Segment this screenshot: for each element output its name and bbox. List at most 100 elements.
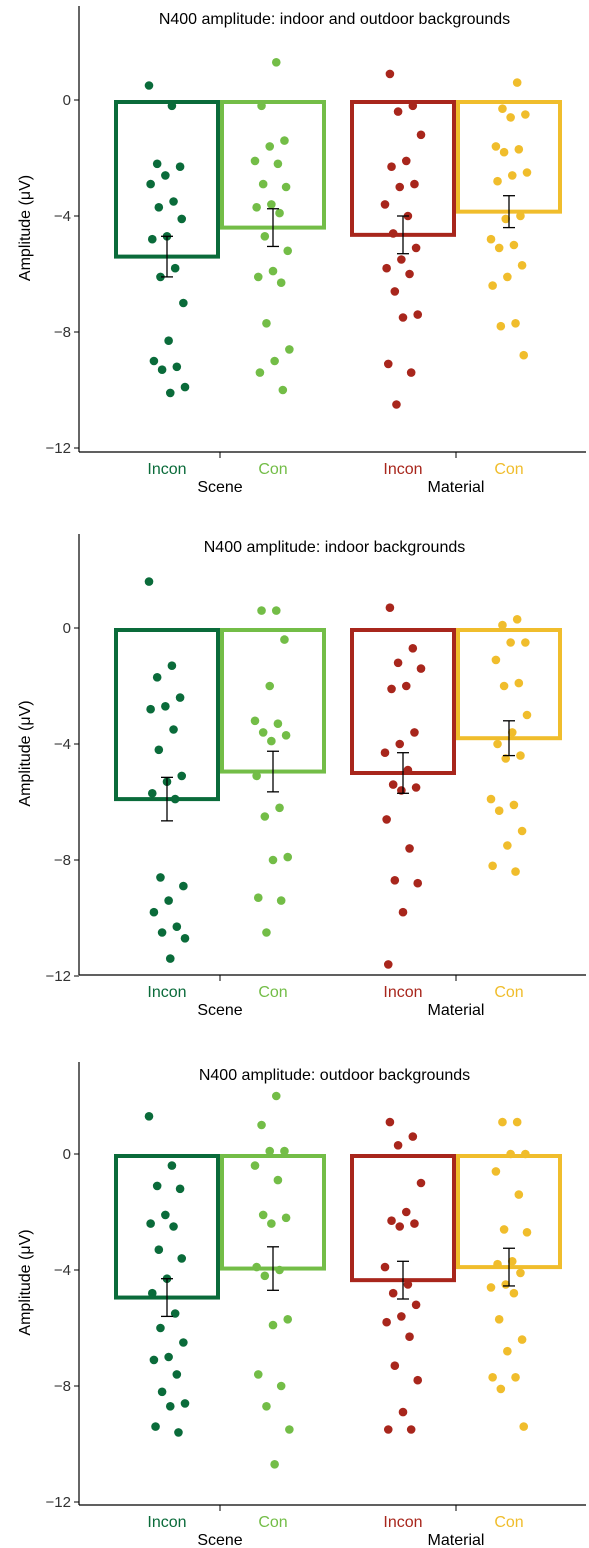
data-point bbox=[170, 794, 180, 804]
data-point bbox=[265, 1146, 275, 1156]
data-point bbox=[175, 693, 185, 702]
data-point bbox=[258, 179, 268, 189]
data-point bbox=[167, 1161, 177, 1170]
data-point bbox=[262, 1402, 271, 1411]
data-point bbox=[167, 101, 177, 111]
data-point bbox=[179, 1338, 188, 1347]
data-point bbox=[401, 156, 411, 166]
data-point bbox=[410, 1219, 419, 1228]
chart-title: N400 amplitude: outdoor backgrounds bbox=[199, 1067, 470, 1084]
data-point bbox=[252, 1262, 261, 1272]
data-point bbox=[511, 867, 520, 876]
data-point bbox=[275, 803, 284, 813]
data-point bbox=[506, 638, 515, 647]
data-point bbox=[268, 266, 278, 276]
data-point bbox=[507, 728, 517, 737]
data-point bbox=[395, 182, 405, 192]
data-point bbox=[408, 101, 418, 111]
data-point bbox=[161, 702, 170, 711]
data-point bbox=[512, 78, 522, 87]
data-point bbox=[260, 812, 270, 821]
data-point bbox=[496, 1384, 506, 1394]
data-point bbox=[260, 232, 270, 241]
data-point bbox=[410, 179, 419, 189]
data-point bbox=[258, 1210, 268, 1220]
data-point bbox=[416, 130, 426, 140]
data-point bbox=[387, 1216, 396, 1225]
data-point bbox=[172, 1370, 182, 1379]
data-point bbox=[170, 263, 180, 273]
data-point bbox=[387, 162, 396, 171]
data-point bbox=[521, 638, 530, 647]
data-point bbox=[383, 359, 393, 369]
data-point bbox=[411, 1300, 421, 1310]
bar-incon-material bbox=[350, 628, 456, 775]
data-point bbox=[149, 356, 159, 366]
data-point bbox=[408, 644, 418, 653]
data-point bbox=[157, 928, 167, 937]
data-point bbox=[281, 731, 291, 740]
x-category-label: Con bbox=[494, 1514, 523, 1531]
data-point bbox=[395, 1222, 405, 1231]
data-point bbox=[177, 771, 187, 781]
data-point bbox=[397, 255, 406, 264]
y-tick-label: −8 bbox=[54, 1378, 71, 1395]
data-point bbox=[392, 400, 401, 409]
data-point bbox=[257, 101, 266, 111]
data-point bbox=[516, 1268, 525, 1278]
data-point bbox=[393, 1141, 403, 1150]
data-point bbox=[507, 171, 517, 180]
data-point bbox=[494, 806, 504, 815]
data-point bbox=[403, 765, 413, 775]
data-point bbox=[385, 1117, 395, 1127]
bar-con-scene bbox=[220, 628, 326, 774]
data-point bbox=[156, 272, 165, 282]
data-point bbox=[167, 661, 177, 670]
y-tick-label: 0 bbox=[63, 1146, 71, 1163]
data-point bbox=[271, 1091, 281, 1101]
data-point bbox=[172, 362, 182, 372]
data-point bbox=[514, 145, 524, 154]
data-point bbox=[275, 208, 284, 218]
chart-title: N400 amplitude: indoor and outdoor backg… bbox=[159, 11, 510, 28]
data-point bbox=[401, 1207, 411, 1217]
data-point bbox=[486, 234, 496, 244]
data-point bbox=[388, 1288, 398, 1298]
data-point bbox=[281, 182, 291, 192]
chart-panel-1: N400 amplitude: indoor and outdoor backg… bbox=[17, 6, 586, 496]
data-point bbox=[154, 745, 164, 755]
data-point bbox=[413, 1375, 423, 1385]
data-point bbox=[169, 197, 178, 206]
data-point bbox=[503, 841, 512, 850]
data-point bbox=[522, 710, 532, 720]
data-point bbox=[149, 907, 159, 917]
y-tick-label: −8 bbox=[54, 852, 71, 869]
data-point bbox=[169, 1222, 178, 1231]
chart-panel-2: N400 amplitude: indoor backgrounds 0 −4 −8 −… bbox=[17, 534, 586, 1019]
x-group-label: Material bbox=[428, 1002, 485, 1019]
chart-title: N400 amplitude: indoor backgrounds bbox=[204, 539, 466, 556]
data-point bbox=[405, 269, 414, 279]
data-point bbox=[161, 171, 170, 180]
data-point bbox=[380, 200, 390, 209]
x-category-label: Con bbox=[494, 461, 523, 478]
data-point bbox=[406, 368, 416, 377]
data-point bbox=[156, 1323, 165, 1333]
data-point bbox=[387, 684, 396, 694]
x-group-label: Scene bbox=[197, 1002, 242, 1019]
data-point bbox=[250, 716, 260, 726]
data-point bbox=[385, 69, 395, 79]
data-point bbox=[180, 382, 190, 392]
data-point bbox=[144, 81, 154, 90]
data-point bbox=[152, 159, 162, 169]
data-point bbox=[516, 211, 525, 221]
data-point bbox=[154, 203, 164, 212]
data-point bbox=[147, 1288, 157, 1298]
data-point bbox=[496, 321, 506, 331]
data-point bbox=[522, 168, 532, 177]
data-point bbox=[164, 896, 173, 905]
data-point bbox=[257, 1120, 266, 1130]
data-point bbox=[281, 1213, 291, 1223]
data-point bbox=[494, 1315, 504, 1324]
data-point bbox=[156, 873, 165, 882]
